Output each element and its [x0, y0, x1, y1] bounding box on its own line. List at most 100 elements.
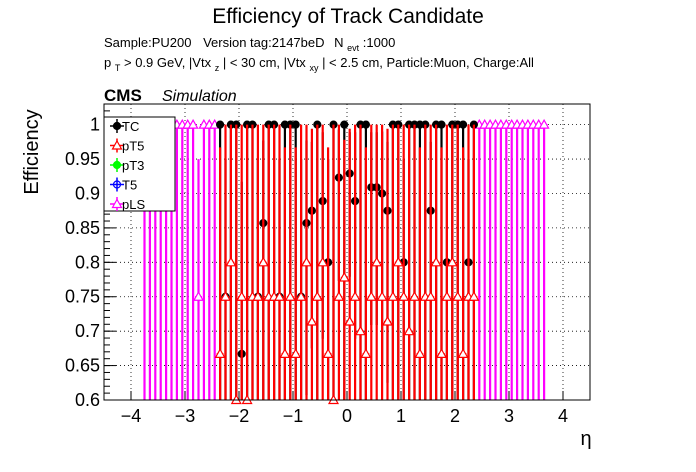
- y-tick-label: 0.65: [65, 356, 100, 376]
- data-point: [219, 291, 232, 301]
- x-tick-label: 2: [450, 406, 460, 426]
- data-point: [437, 120, 446, 129]
- cms-label: CMS: [104, 86, 142, 105]
- data-point: [225, 256, 237, 267]
- data-point: [338, 271, 350, 282]
- data-point: [333, 291, 345, 301]
- data-point: [187, 118, 199, 129]
- nevt-label: N: [334, 35, 343, 50]
- y-axis-title: Efficiency: [21, 109, 43, 194]
- data-point: [236, 291, 248, 301]
- simulation-label: Simulation: [162, 88, 237, 105]
- cut-text-2: | < 30 cm, |Vtx: [223, 55, 306, 70]
- data-point: [414, 348, 426, 358]
- axes: −4 −3 −2 −1 0 1 2 3 4 0.6 0.65 0.7 0.75 0.8 0.85 0.9 0.9…: [65, 110, 568, 426]
- legend-marker: [111, 139, 123, 150]
- y-tick-label: 0.6: [75, 390, 100, 410]
- data-point: [291, 120, 300, 129]
- data-point: [252, 291, 264, 301]
- x-tick-label: −2: [229, 406, 250, 426]
- data-point: [371, 256, 383, 267]
- data-point: [273, 291, 286, 301]
- data-point: [354, 325, 367, 336]
- info-line-1: Sample:PU200 Version tag:2147beD N evt :…: [104, 35, 395, 54]
- cut-text-1: > 0.9 GeV, |Vtx: [124, 55, 212, 70]
- legend-label: T5: [122, 178, 137, 193]
- chart-title: Efficiency of Track Candidate: [212, 5, 484, 28]
- legend-label: TC: [122, 119, 139, 134]
- y-tick-label: 1: [90, 115, 100, 135]
- y-tick-label: 0.75: [65, 287, 100, 307]
- data-point: [290, 348, 302, 358]
- x-tick-label: −1: [283, 406, 304, 426]
- legend-entry-t5: T5: [110, 177, 137, 193]
- data-point: [311, 291, 323, 301]
- legend-label: pT5: [122, 139, 144, 154]
- data-point: [360, 348, 372, 358]
- y-tick-label: 0.85: [65, 218, 100, 238]
- data-point: [430, 256, 442, 267]
- series-pt5: [214, 124, 480, 405]
- data-point: [344, 315, 356, 326]
- data-point: [349, 291, 361, 301]
- nevt-value: :1000: [363, 35, 396, 50]
- y-tick-label: 0.7: [75, 321, 100, 341]
- legend-entry-pt3: pT3: [110, 158, 144, 173]
- pt-subscript: T: [115, 63, 121, 73]
- data-point: [468, 291, 480, 301]
- legend-entry-pt5: pT5: [110, 138, 144, 154]
- data-point: [392, 256, 404, 267]
- data-point: [216, 120, 225, 129]
- x-axis-title: η: [580, 428, 591, 450]
- x-tick-label: 3: [504, 406, 514, 426]
- legend-marker: [111, 198, 123, 209]
- legend-entry-tc: TC: [110, 119, 139, 134]
- data-point: [425, 291, 437, 301]
- x-tick-label: −4: [121, 406, 142, 426]
- data-point: [398, 291, 410, 301]
- data-point: [365, 291, 377, 301]
- legend-label: pT3: [122, 158, 144, 173]
- x-tick-label: 1: [396, 406, 406, 426]
- data-point: [317, 256, 329, 267]
- data-point: [387, 291, 399, 301]
- data-point: [192, 291, 205, 301]
- data-point: [300, 256, 313, 267]
- data-point: [538, 118, 550, 129]
- data-point: [459, 120, 468, 129]
- data-point: [457, 348, 469, 358]
- data-point: [441, 291, 453, 301]
- vtx-xy-subscript: xy: [309, 63, 319, 73]
- x-tick-label: 4: [558, 406, 568, 426]
- data-point: [446, 256, 458, 267]
- legend-marker: [112, 180, 122, 189]
- data-point: [452, 291, 464, 301]
- x-tick-label: 0: [342, 406, 352, 426]
- legend-marker: [112, 121, 122, 131]
- data-point: [214, 348, 226, 358]
- pt-label: p: [104, 55, 111, 70]
- data-series: [138, 118, 550, 405]
- data-point: [322, 348, 334, 358]
- nevt-subscript: evt: [347, 43, 360, 53]
- data-point: [306, 315, 318, 326]
- legend: TC pT5 pT3 T5 pLS: [103, 116, 176, 212]
- data-point: [284, 291, 296, 301]
- data-point: [435, 348, 448, 358]
- info-line-2: p T > 0.9 GeV, |Vtx z | < 30 cm, |Vtx xy…: [104, 55, 534, 74]
- data-point: [361, 120, 370, 129]
- data-point: [295, 291, 307, 301]
- y-tick-label: 0.8: [75, 252, 100, 272]
- vtx-z-subscript: z: [215, 63, 220, 73]
- y-tick-label: 0.9: [75, 183, 100, 203]
- data-point: [257, 256, 269, 267]
- legend-entry-pls: pLS: [110, 197, 145, 212]
- version-label: Version tag:2147beD: [203, 35, 324, 50]
- data-point: [340, 120, 349, 129]
- data-point: [403, 325, 415, 336]
- data-point: [376, 291, 388, 301]
- sample-label: Sample:PU200: [104, 35, 191, 50]
- data-point: [381, 315, 394, 326]
- legend-marker: [112, 160, 122, 170]
